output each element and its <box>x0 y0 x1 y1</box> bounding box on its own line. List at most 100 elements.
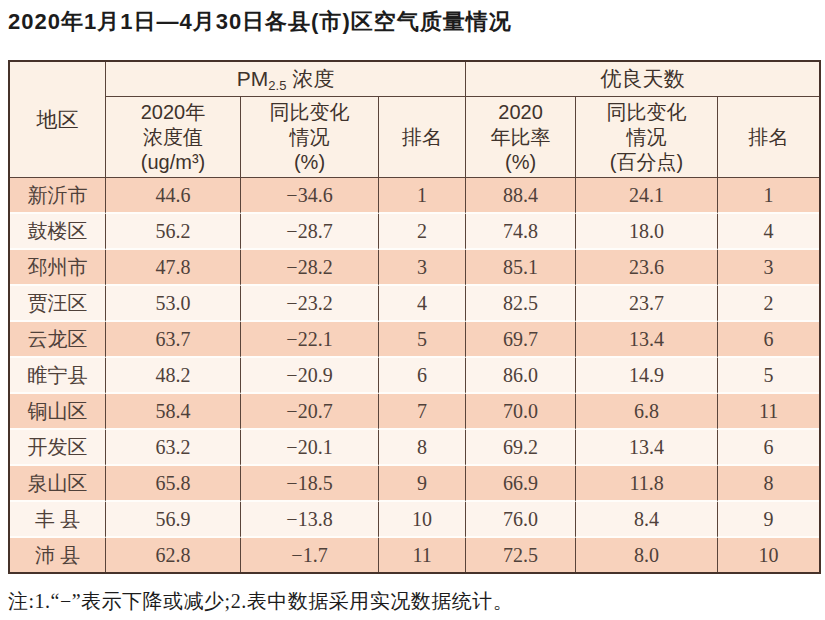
header-pm25-rank: 排名 <box>378 97 465 178</box>
cell-good-rate: 72.5 <box>465 538 575 572</box>
cell-pm25-value: 53.0 <box>105 286 240 322</box>
cell-good-change: 8.4 <box>575 502 717 538</box>
cell-good-rank: 10 <box>717 538 819 572</box>
header-line: 2020 <box>466 100 575 125</box>
cell-good-rank: 6 <box>717 322 819 358</box>
table-row: 鼓楼区 56.2 −28.7 2 74.8 18.0 4 <box>10 214 819 250</box>
header-line: 同比变化 <box>576 100 717 125</box>
cell-pm25-value: 56.9 <box>105 502 240 538</box>
cell-good-rank: 5 <box>717 358 819 394</box>
cell-area: 睢宁县 <box>10 358 105 394</box>
cell-good-change: 13.4 <box>575 430 717 466</box>
cell-good-rank: 1 <box>717 178 819 214</box>
table-body: 新沂市 44.6 −34.6 1 88.4 24.1 1 鼓楼区 56.2 −2… <box>10 178 819 572</box>
cell-pm25-rank: 5 <box>378 322 465 358</box>
cell-good-rate: 69.7 <box>465 322 575 358</box>
cell-pm25-change: −20.9 <box>240 358 378 394</box>
header-area: 地区 <box>10 62 105 178</box>
table-row: 贾汪区 53.0 −23.2 4 82.5 23.7 2 <box>10 286 819 322</box>
cell-area: 铜山区 <box>10 394 105 430</box>
cell-good-rank: 4 <box>717 214 819 250</box>
pm-subscript: 2.5 <box>268 78 286 93</box>
cell-good-change: 23.7 <box>575 286 717 322</box>
cell-pm25-change: −22.1 <box>240 322 378 358</box>
table-header: 地区 PM2.5 浓度 优良天数 2020年 浓度值 (ug/m³) 同比变化 … <box>10 62 819 178</box>
cell-good-change: 8.0 <box>575 538 717 572</box>
page-title: 2020年1月1日—4月30日各县(市)区空气质量情况 <box>8 8 818 37</box>
cell-area: 丰 县 <box>10 502 105 538</box>
cell-pm25-value: 63.7 <box>105 322 240 358</box>
cell-good-change: 24.1 <box>575 178 717 214</box>
header-line: 同比变化 <box>241 100 378 125</box>
cell-pm25-value: 58.4 <box>105 394 240 430</box>
cell-area: 贾汪区 <box>10 286 105 322</box>
cell-pm25-value: 44.6 <box>105 178 240 214</box>
cell-pm25-rank: 8 <box>378 430 465 466</box>
table-row: 开发区 63.2 −20.1 8 69.2 13.4 6 <box>10 430 819 466</box>
cell-pm25-rank: 1 <box>378 178 465 214</box>
cell-pm25-rank: 2 <box>378 214 465 250</box>
cell-pm25-change: −28.2 <box>240 250 378 286</box>
table-row: 新沂市 44.6 −34.6 1 88.4 24.1 1 <box>10 178 819 214</box>
cell-pm25-value: 63.2 <box>105 430 240 466</box>
cell-area: 邳州市 <box>10 250 105 286</box>
cell-good-change: 14.9 <box>575 358 717 394</box>
header-line: (百分点) <box>576 150 717 175</box>
cell-good-rank: 3 <box>717 250 819 286</box>
cell-pm25-rank: 11 <box>378 538 465 572</box>
header-line: (%) <box>241 150 378 175</box>
cell-good-change: 11.8 <box>575 466 717 502</box>
cell-good-change: 6.8 <box>575 394 717 430</box>
pm-suffix: 浓度 <box>292 67 334 90</box>
table-row: 丰 县 56.9 −13.8 10 76.0 8.4 9 <box>10 502 819 538</box>
cell-good-rate: 69.2 <box>465 430 575 466</box>
cell-good-rank: 11 <box>717 394 819 430</box>
cell-good-rate: 82.5 <box>465 286 575 322</box>
header-line: 2020年 <box>106 100 240 125</box>
cell-pm25-value: 48.2 <box>105 358 240 394</box>
header-good-rank: 排名 <box>717 97 819 178</box>
cell-pm25-change: −20.7 <box>240 394 378 430</box>
cell-good-rate: 74.8 <box>465 214 575 250</box>
cell-area: 鼓楼区 <box>10 214 105 250</box>
cell-good-rate: 88.4 <box>465 178 575 214</box>
cell-pm25-change: −13.8 <box>240 502 378 538</box>
header-line: 情况 <box>241 125 378 150</box>
cell-pm25-change: −23.2 <box>240 286 378 322</box>
footnote: 注:1.“−”表示下降或减少;2.表中数据采用实况数据统计。 <box>8 588 818 615</box>
cell-good-rank: 6 <box>717 430 819 466</box>
cell-pm25-rank: 6 <box>378 358 465 394</box>
cell-good-rate: 85.1 <box>465 250 575 286</box>
cell-pm25-change: −20.1 <box>240 430 378 466</box>
cell-good-change: 13.4 <box>575 322 717 358</box>
cell-good-change: 23.6 <box>575 250 717 286</box>
table-row: 睢宁县 48.2 −20.9 6 86.0 14.9 5 <box>10 358 819 394</box>
header-group-row: 地区 PM2.5 浓度 优良天数 <box>10 62 819 97</box>
header-line: (ug/m³) <box>106 150 240 175</box>
cell-good-change: 18.0 <box>575 214 717 250</box>
pm-label: PM <box>237 67 269 90</box>
cell-good-rate: 66.9 <box>465 466 575 502</box>
cell-good-rate: 86.0 <box>465 358 575 394</box>
header-line: 年比率 <box>466 125 575 150</box>
cell-pm25-value: 62.8 <box>105 538 240 572</box>
cell-pm25-value: 47.8 <box>105 250 240 286</box>
table-row: 沛 县 62.8 −1.7 11 72.5 8.0 10 <box>10 538 819 572</box>
table-row: 铜山区 58.4 −20.7 7 70.0 6.8 11 <box>10 394 819 430</box>
cell-pm25-rank: 3 <box>378 250 465 286</box>
cell-good-rank: 8 <box>717 466 819 502</box>
cell-good-rank: 9 <box>717 502 819 538</box>
air-quality-table: 地区 PM2.5 浓度 优良天数 2020年 浓度值 (ug/m³) 同比变化 … <box>8 60 821 574</box>
header-line: (%) <box>466 150 575 175</box>
cell-area: 开发区 <box>10 430 105 466</box>
header-pm25-value: 2020年 浓度值 (ug/m³) <box>105 97 240 178</box>
cell-area: 泉山区 <box>10 466 105 502</box>
header-pm25-change: 同比变化 情况 (%) <box>240 97 378 178</box>
table-row: 泉山区 65.8 −18.5 9 66.9 11.8 8 <box>10 466 819 502</box>
cell-pm25-rank: 10 <box>378 502 465 538</box>
cell-pm25-rank: 9 <box>378 466 465 502</box>
header-good-days-group: 优良天数 <box>465 62 819 97</box>
cell-area: 云龙区 <box>10 322 105 358</box>
header-good-change: 同比变化 情况 (百分点) <box>575 97 717 178</box>
cell-pm25-change: −28.7 <box>240 214 378 250</box>
